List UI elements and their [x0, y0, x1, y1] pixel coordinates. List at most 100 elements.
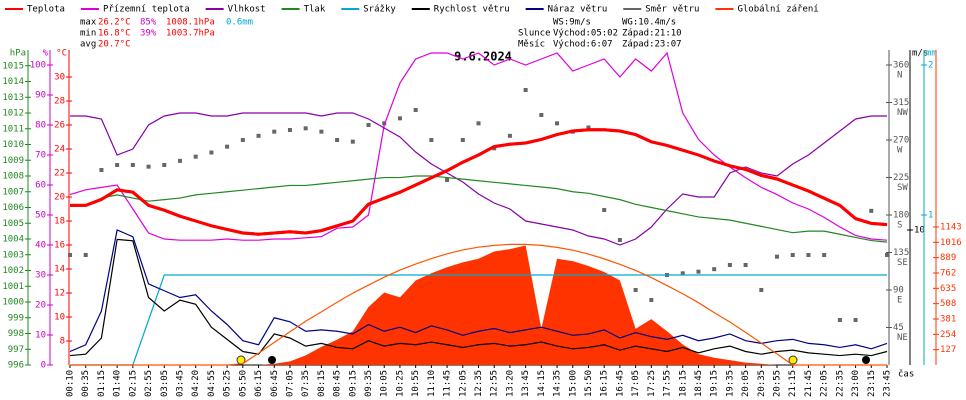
- y-tick-label: 90: [893, 286, 904, 296]
- point: [727, 263, 732, 267]
- y-tick-label: 1012: [2, 109, 24, 119]
- y-tick-label: 90: [35, 91, 46, 101]
- point: [445, 178, 450, 182]
- y-tick-label: 360: [893, 61, 909, 71]
- x-tick-label: 11:45: [443, 370, 453, 397]
- legend-label: Tlak: [304, 5, 326, 15]
- y-tick-label: 1003: [2, 250, 24, 260]
- x-tick-label: 12:05: [458, 370, 468, 397]
- y-tick-label: 1016: [940, 238, 962, 248]
- point: [476, 121, 481, 126]
- x-tick-label: 23:15: [867, 370, 877, 397]
- y-tick-label: 1000: [2, 298, 24, 308]
- point: [822, 253, 827, 257]
- y-tick-direction: W: [897, 146, 903, 156]
- point: [602, 208, 607, 212]
- x-tick-label: 21:15: [788, 370, 798, 397]
- x-tick-label: 14:15: [537, 370, 547, 397]
- sun-label: Slunce: [518, 29, 551, 39]
- x-tick-label: 22:05: [820, 370, 830, 397]
- y-tick-direction: E: [897, 296, 902, 306]
- y-tick-label: 254: [940, 330, 956, 340]
- x-tick-label: 02:15: [128, 370, 138, 397]
- x-tick-label: 14:35: [553, 370, 563, 397]
- y-axis-label: °C: [56, 49, 67, 59]
- point: [460, 138, 465, 142]
- x-tick-label: 07:05: [285, 370, 295, 397]
- point: [115, 163, 120, 167]
- point: [68, 253, 72, 257]
- x-tick-label: 12:55: [490, 370, 500, 397]
- x-tick-label: 17:25: [647, 370, 657, 397]
- point: [256, 133, 261, 138]
- stat-value: 16.8°C: [98, 29, 131, 39]
- stat-label: min: [80, 29, 96, 39]
- point: [523, 88, 528, 92]
- y-tick-label: 270: [893, 136, 909, 146]
- moonset-marker: [862, 356, 870, 364]
- y-tick-label: 45: [893, 323, 904, 333]
- x-tick-label: 10:55: [411, 370, 421, 397]
- line: [70, 112, 887, 246]
- y-axis-label: hPa: [10, 49, 26, 59]
- y-tick-label: 28: [54, 97, 65, 107]
- y-tick-label: 1006: [2, 203, 24, 213]
- x-tick-label: 09:35: [364, 370, 374, 397]
- y-tick-label: 14: [54, 265, 65, 275]
- y-tick-direction: NW: [897, 108, 908, 118]
- x-tick-label: 21:45: [804, 370, 814, 397]
- point: [162, 163, 167, 167]
- y-tick-label: 10: [914, 225, 925, 235]
- line: [70, 128, 888, 236]
- legend-label: Vlhkost: [228, 5, 266, 15]
- line: [70, 243, 887, 366]
- y-tick-direction: S: [897, 221, 902, 231]
- y-tick-label: 1143: [940, 222, 962, 232]
- point: [366, 123, 371, 127]
- legend-label: Rychlost větru: [434, 5, 510, 15]
- x-tick-label: 05:25: [223, 370, 233, 397]
- y-tick-label: 1014: [2, 77, 24, 87]
- point: [193, 154, 198, 159]
- x-tick-label: 13:20: [505, 370, 515, 397]
- x-tick-label: 20:55: [773, 370, 783, 397]
- point: [225, 144, 230, 149]
- moon-rise: Východ:6:07: [553, 40, 613, 50]
- legend-label: Globální záření: [737, 5, 818, 15]
- sun-set: Západ:21:10: [622, 29, 682, 39]
- y-tick-label: 315: [893, 98, 909, 108]
- y-axis-label: %: [43, 49, 49, 59]
- y-tick-direction: N: [897, 71, 902, 81]
- x-axis-label: čas: [898, 369, 914, 380]
- x-tick-label: 06:45: [270, 370, 280, 397]
- point: [555, 121, 560, 126]
- y-axis-label: mm: [926, 49, 937, 59]
- x-tick-label: 11:10: [427, 370, 437, 397]
- y-tick-label: 60: [35, 181, 46, 191]
- x-tick-label: 16:15: [600, 370, 610, 397]
- x-tick-label: 10:25: [395, 370, 405, 397]
- x-tick-label: 16:45: [615, 370, 625, 397]
- line: [69, 229, 888, 353]
- point: [853, 318, 858, 322]
- x-tick-label: 12:35: [474, 370, 484, 397]
- x-tick-label: 04:20: [191, 370, 201, 397]
- point: [209, 150, 214, 155]
- stat-label: avg: [80, 40, 96, 50]
- point: [759, 288, 764, 292]
- y-tick-label: 1009: [2, 156, 24, 166]
- y-tick-label: 40: [35, 241, 46, 251]
- y-tick-label: 1010: [2, 140, 24, 150]
- line: [70, 175, 888, 243]
- x-tick-label: 13:45: [521, 370, 531, 397]
- y-axis-label: m/s: [912, 49, 928, 59]
- x-tick-label: 17:05: [631, 370, 641, 397]
- y-tick-label: 70: [35, 151, 46, 161]
- point: [272, 129, 277, 134]
- point: [790, 253, 795, 257]
- point: [586, 125, 591, 130]
- stat-value: 39%: [140, 29, 157, 39]
- y-tick-label: 1001: [2, 282, 24, 292]
- y-tick-label: 100: [30, 61, 46, 71]
